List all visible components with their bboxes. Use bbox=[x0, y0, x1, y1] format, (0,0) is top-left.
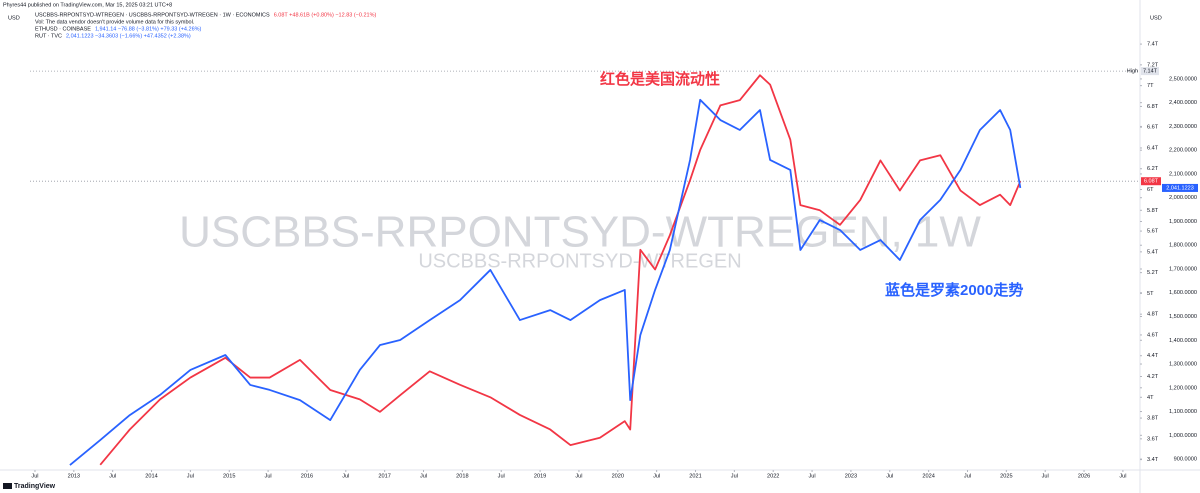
x-tick-label: Jul bbox=[964, 473, 971, 479]
high-text: High bbox=[1127, 69, 1138, 75]
brand: TradingView bbox=[14, 483, 56, 490]
x-tick-label: 2024 bbox=[922, 473, 934, 479]
y2-tick-label: 1,100.0000 bbox=[1169, 409, 1197, 415]
series-line bbox=[99, 74, 1022, 466]
y2-tick-label: 2,400.0000 bbox=[1169, 100, 1197, 106]
y-tick-label: 5.4T bbox=[1147, 249, 1159, 255]
byline: Phyres44 published on TradingView.com, M… bbox=[3, 2, 172, 8]
price-tag bbox=[1162, 183, 1198, 192]
y-tick-label: 6.4T bbox=[1147, 145, 1159, 151]
y-tick-label: 4.4T bbox=[1147, 353, 1159, 359]
legend-name: RUT · TVC bbox=[35, 33, 62, 39]
x-tick-label: 2022 bbox=[767, 473, 779, 479]
y-tick-label: 5.2T bbox=[1147, 270, 1159, 276]
y2-tick-label: 2,200.0000 bbox=[1169, 148, 1197, 154]
x-tick-label: Jul bbox=[265, 473, 272, 479]
x-tick-label: Jul bbox=[808, 473, 815, 479]
x-tick-label: 2026 bbox=[1078, 473, 1090, 479]
y-tick-label: 6.8T bbox=[1147, 104, 1159, 110]
y-tick-label: 7.2T bbox=[1147, 62, 1159, 68]
volume-note: Vol: The data vendor doesn't provide vol… bbox=[35, 19, 195, 25]
y2-tick-label: 2,000.0000 bbox=[1169, 195, 1197, 201]
y2-tick-label: 1,600.0000 bbox=[1169, 290, 1197, 296]
y-tick-label: 6.6T bbox=[1147, 125, 1159, 131]
legend-name: USCBBS-RRPONTSYD-WTREGEN · USCBBS-RRPONT… bbox=[35, 12, 270, 18]
x-tick-label: Jul bbox=[575, 473, 582, 479]
x-tick-label: 2016 bbox=[301, 473, 313, 479]
x-tick-label: Jul bbox=[187, 473, 194, 479]
y-tick-label: 3.6T bbox=[1147, 436, 1159, 442]
y2-tick-label: 1,200.0000 bbox=[1169, 385, 1197, 391]
price-tag-label: 2,041.1223 bbox=[1166, 185, 1194, 191]
x-tick-label: 2018 bbox=[456, 473, 468, 479]
x-tick-label: Jul bbox=[653, 473, 660, 479]
legend-name: ETHUSD · COINBASE bbox=[35, 26, 91, 32]
watermark-sub: USCBBS-RRPONTSYD-WTREGEN bbox=[418, 250, 741, 272]
y2-tick-label: 1,300.0000 bbox=[1169, 362, 1197, 368]
legend-quote: 6.08T +48.61B (+0.80%) −12.83 (−0.21%) bbox=[274, 12, 377, 18]
high-tag bbox=[1141, 67, 1159, 76]
x-tick-label: Jul bbox=[109, 473, 116, 479]
y2-tick-label: 1,800.0000 bbox=[1169, 243, 1197, 249]
y-tick-label: 7T bbox=[1147, 83, 1154, 89]
price-tag bbox=[1141, 177, 1161, 186]
x-tick-label: 2015 bbox=[223, 473, 235, 479]
brand-logo bbox=[3, 483, 12, 489]
y2-tick-label: 1,900.0000 bbox=[1169, 219, 1197, 225]
y-tick-label: 4.2T bbox=[1147, 374, 1159, 380]
x-tick-label: 2023 bbox=[845, 473, 857, 479]
y-tick-label: 6T bbox=[1147, 187, 1154, 193]
x-tick-label: Jul bbox=[31, 473, 38, 479]
annotation: 蓝色是罗素2000走势 bbox=[885, 281, 1023, 299]
x-tick-label: 2013 bbox=[68, 473, 80, 479]
legend-quote: 1,941.14 −76.88 (−3.81%) +79.33 (+4.26%) bbox=[95, 26, 202, 32]
x-tick-label: 2021 bbox=[689, 473, 701, 479]
x-tick-label: Jul bbox=[342, 473, 349, 479]
y-tick-label: 5.6T bbox=[1147, 229, 1159, 235]
y-tick-label: 7.4T bbox=[1147, 42, 1159, 48]
x-tick-label: Jul bbox=[498, 473, 505, 479]
x-tick-label: 2020 bbox=[612, 473, 624, 479]
y-tick-label: 4.6T bbox=[1147, 332, 1159, 338]
y-tick-label: 5T bbox=[1147, 291, 1154, 297]
y2-tick-label: 1,400.0000 bbox=[1169, 338, 1197, 344]
y2-tick-label: 2,100.0000 bbox=[1169, 171, 1197, 177]
y2-tick-label: 900.0000 bbox=[1174, 457, 1197, 463]
currency-right: USD bbox=[1150, 15, 1162, 21]
annotation: 红色是美国流动性 bbox=[600, 70, 720, 88]
series-line bbox=[69, 98, 1022, 466]
x-tick-label: Jul bbox=[1042, 473, 1049, 479]
y-tick-label: 5.8T bbox=[1147, 208, 1159, 214]
y2-tick-label: 2,500.0000 bbox=[1169, 76, 1197, 82]
x-tick-label: 2014 bbox=[145, 473, 157, 479]
y2-tick-label: 1,700.0000 bbox=[1169, 266, 1197, 272]
x-tick-label: Jul bbox=[1119, 473, 1126, 479]
y-tick-label: 3.8T bbox=[1147, 416, 1159, 422]
x-tick-label: 2019 bbox=[534, 473, 546, 479]
x-tick-label: Jul bbox=[420, 473, 427, 479]
y2-tick-label: 1,000.0000 bbox=[1169, 433, 1197, 439]
x-tick-label: Jul bbox=[731, 473, 738, 479]
price-tag-label: 6.08T bbox=[1144, 179, 1159, 185]
legend-quote: 2,041.1223 −34.3603 (−1.66%) +47.4352 (+… bbox=[66, 33, 191, 39]
y-tick-label: 4T bbox=[1147, 395, 1154, 401]
y2-tick-label: 1,500.0000 bbox=[1169, 314, 1197, 320]
y-tick-label: 6.2T bbox=[1147, 166, 1159, 172]
currency-left: USD bbox=[8, 15, 20, 21]
y-tick-label: 4.8T bbox=[1147, 312, 1159, 318]
x-tick-label: 2025 bbox=[1000, 473, 1012, 479]
x-tick-label: Jul bbox=[886, 473, 893, 479]
x-tick-label: 2017 bbox=[378, 473, 390, 479]
y-tick-label: 3.4T bbox=[1147, 457, 1159, 463]
y2-tick-label: 2,300.0000 bbox=[1169, 124, 1197, 130]
high-label: 7.14T bbox=[1143, 69, 1158, 75]
